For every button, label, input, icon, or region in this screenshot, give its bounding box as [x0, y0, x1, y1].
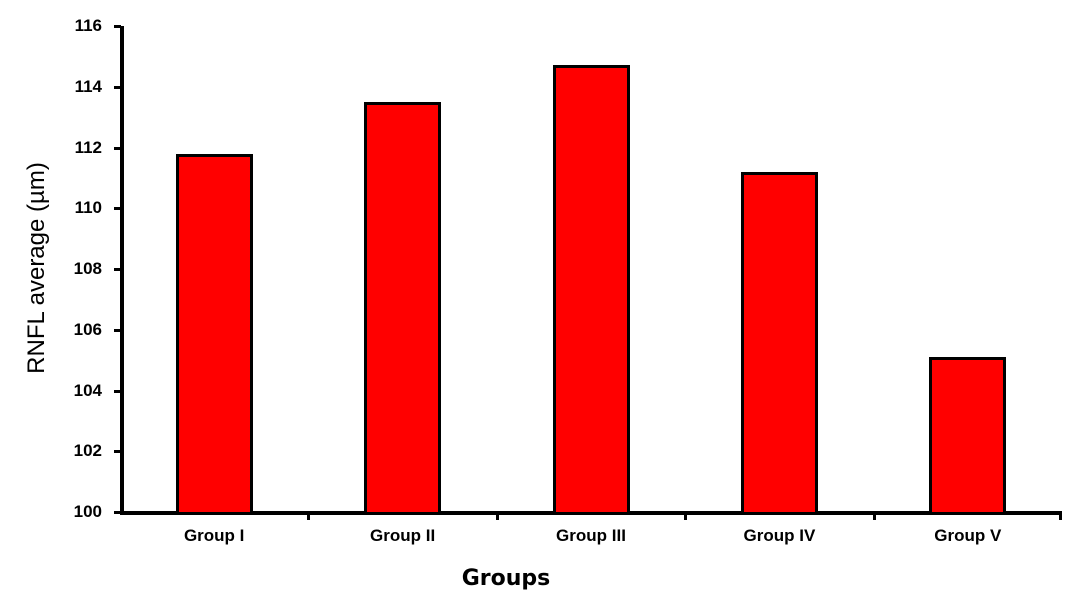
x-tick	[684, 514, 688, 520]
y-tick	[114, 85, 121, 89]
bar-2	[364, 101, 442, 512]
x-tick	[495, 514, 499, 520]
x-axis-line	[120, 511, 1062, 515]
y-tick	[114, 207, 121, 211]
y-tick-label: 106	[73, 319, 102, 339]
y-tick-label: 102	[73, 441, 102, 461]
bar-5	[929, 357, 1007, 512]
x-tick-label: Group I	[183, 526, 245, 545]
x-tick-label: Group II	[370, 526, 436, 545]
x-tick	[872, 514, 876, 520]
bar-1	[175, 153, 253, 512]
y-tick	[114, 268, 121, 271]
y-tick-label: 100	[73, 502, 102, 521]
x-tick-label: Group IV	[743, 526, 816, 545]
y-tick-label: 116	[74, 16, 102, 35]
y-tick-label: 110	[74, 198, 102, 218]
y-tick	[114, 328, 121, 332]
y-tick-label: 114	[74, 76, 102, 96]
x-tick	[307, 514, 311, 520]
bar-3	[552, 65, 630, 512]
y-tick	[114, 389, 121, 393]
y-tick	[114, 450, 121, 454]
y-tick	[114, 146, 121, 150]
x-tick-label: Group V	[934, 526, 1002, 545]
y-tick-label: 108	[73, 259, 102, 278]
y-tick	[114, 25, 121, 28]
x-tick	[1059, 514, 1062, 520]
y-tick	[114, 511, 121, 514]
x-axis-title: Groups	[461, 566, 551, 591]
x-tick-label: Group III	[556, 526, 626, 545]
y-axis-line	[120, 26, 124, 514]
y-tick-label: 112	[74, 137, 102, 157]
y-tick-label: 104	[73, 380, 102, 400]
bar-4	[740, 171, 818, 512]
